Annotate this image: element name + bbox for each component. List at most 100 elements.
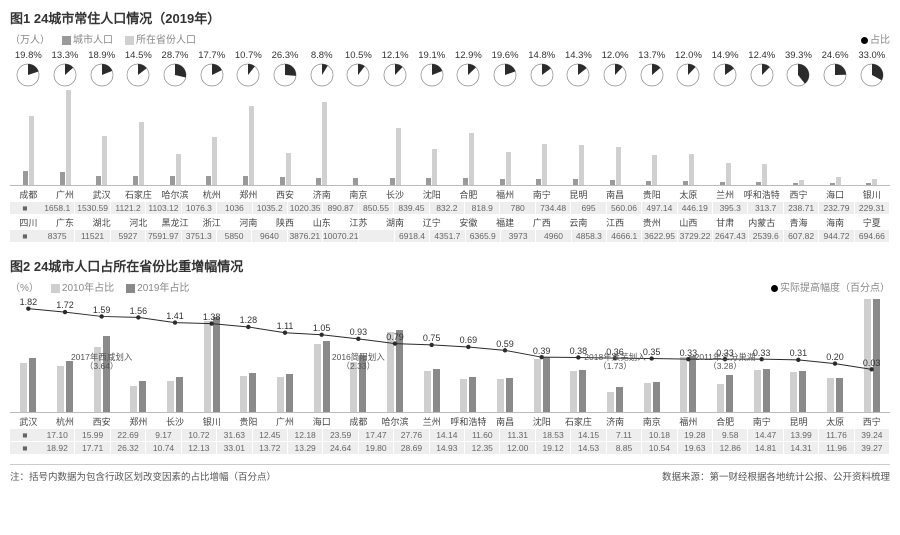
city2-label: 成都: [340, 415, 377, 428]
bar-2010: [130, 386, 137, 412]
v2019-cell: 18.92: [40, 442, 75, 454]
bar-city: [206, 176, 211, 185]
bar-prov: [29, 116, 34, 185]
bar-city: [243, 176, 248, 185]
v2010-cell: 10.18: [642, 429, 677, 441]
v2010-cell: 11.31: [500, 429, 535, 441]
city2-label: 哈尔滨: [377, 415, 414, 428]
pie-icon: [53, 63, 77, 87]
prov-label: 宁夏: [853, 216, 890, 229]
city-label: 银川: [853, 188, 890, 201]
prov-label: 四川: [10, 216, 47, 229]
bar-prov: [579, 145, 584, 185]
pct-label: 28.7%: [157, 50, 194, 61]
ppop-cell: 944.72: [819, 230, 854, 242]
bar-city: [463, 178, 468, 185]
prov-label: 辽宁: [413, 216, 450, 229]
ppop-cell: 3729.22: [678, 230, 713, 242]
bar-group: [707, 163, 744, 185]
pie-icon: [713, 63, 737, 87]
pct-label: 19.6%: [487, 50, 524, 61]
prov-label: 甘肃: [707, 216, 744, 229]
bar2-group: [633, 382, 670, 412]
pie-icon: [603, 63, 627, 87]
bar-2010: [460, 379, 467, 412]
prov-label: 江苏: [340, 216, 377, 229]
chart1-cpop-row: ■1658.11530.591121.21103.121076.31036103…: [10, 202, 890, 214]
city-label: 福州: [487, 188, 524, 201]
diff-label: 1.56: [130, 306, 148, 316]
prov-label: 云南: [560, 216, 597, 229]
bar-prov: [652, 155, 657, 185]
diff-label: 0.33: [753, 348, 771, 358]
legend-box-city: [62, 36, 71, 45]
annotation: 2011年三分巢湖（3.28）: [695, 353, 756, 372]
bar-2010: [57, 366, 64, 412]
city2-label: 呼和浩特: [450, 415, 487, 428]
prov-label: 福建: [487, 216, 524, 229]
bar-prov: [139, 122, 144, 185]
diff-label: 0.75: [423, 333, 441, 343]
pie-icon: [493, 63, 517, 87]
ppop-cell: 2539.6: [749, 230, 784, 242]
pie-icon: [530, 63, 554, 87]
bar-2019: [799, 371, 806, 412]
city2-label: 济南: [597, 415, 634, 428]
pct-label: 24.6%: [817, 50, 854, 61]
bar-city: [720, 182, 725, 185]
pct-label: 14.8%: [523, 50, 560, 61]
diff-label: 0.69: [460, 335, 478, 345]
ppop-cell: 6918.4: [395, 230, 430, 242]
bar2-group: [83, 336, 120, 412]
bar-2019: [323, 341, 330, 412]
city2-label: 贵阳: [230, 415, 267, 428]
v2019-cell: 24.64: [323, 442, 358, 454]
chart2-legend: （%） 2010年占比 2019年占比 实际提高幅度（百分点）: [10, 279, 890, 294]
ppop-cell: 11521: [75, 230, 110, 242]
bar-prov: [726, 163, 731, 185]
bar-group: [670, 154, 707, 185]
chart1-legend: （万人） 城市人口 所在省份人口 占比: [10, 31, 890, 46]
chart1-city-labels: 成都广州武汉石家庄哈尔滨杭州郑州西安济南南京长沙沈阳合肥福州南宁昆明南昌贵阳太原…: [10, 188, 890, 201]
cpop-cell: 839.45: [394, 202, 429, 214]
diff-label: 1.82: [20, 297, 38, 307]
bar-prov: [762, 164, 767, 185]
footer-source: 数据来源：第一财经根据各地统计公报、公开资料梳理: [662, 469, 890, 483]
diff-label: 1.11: [277, 321, 294, 331]
cpop-cell: 560.06: [607, 202, 642, 214]
bar-group: [487, 152, 524, 185]
bar2-group: [597, 387, 634, 412]
bar-group: [83, 136, 120, 185]
bar-group: [193, 137, 230, 185]
v2010-cell: 9.58: [713, 429, 748, 441]
v2019-cell: 12.35: [465, 442, 500, 454]
legend-dot-diff: [771, 285, 778, 292]
bar-2019: [286, 374, 293, 412]
bar-2010: [314, 344, 321, 412]
cpop-cell: 850.55: [359, 202, 394, 214]
city-label: 太原: [670, 188, 707, 201]
city2-label: 福州: [670, 415, 707, 428]
bar-2019: [469, 377, 476, 413]
bar2-group: [157, 377, 194, 412]
prov-label: 广西: [523, 216, 560, 229]
ppop-cell: 4351.7: [430, 230, 465, 242]
city2-label: 武汉: [10, 415, 47, 428]
bar-2019: [139, 381, 146, 412]
bar-city: [390, 178, 395, 185]
city2-label: 合肥: [707, 415, 744, 428]
bar-city: [170, 176, 175, 185]
prov-label: 湖南: [377, 216, 414, 229]
pie-icon: [200, 63, 224, 87]
v2010-cell: 39.24: [855, 429, 890, 441]
chart2: 图2 24城市人口占所在省份比重增幅情况 （%） 2010年占比 2019年占比…: [10, 256, 890, 454]
bar-2019: [249, 373, 256, 412]
bar2-group: [487, 378, 524, 413]
bar-group: [853, 179, 890, 185]
v2010-cell: 15.99: [75, 429, 110, 441]
chart1-ppop-row: ■83751152159277591.973751.3585096403876.…: [10, 230, 890, 242]
bar-group: [377, 128, 414, 185]
ppop-cell: 9640: [252, 230, 287, 242]
diff-label: 0.79: [386, 332, 404, 342]
bar2-group: [413, 369, 450, 412]
